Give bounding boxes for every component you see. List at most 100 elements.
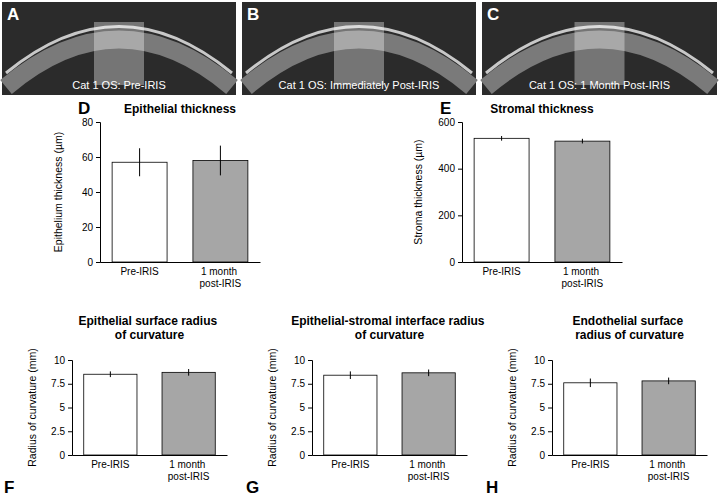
y-tick-label: 0 — [539, 450, 545, 461]
y-tick-mark — [68, 408, 72, 409]
y-axis-title: Radius of curvature (mm) — [506, 348, 518, 466]
y-tick-mark — [548, 455, 552, 456]
x-axis-line — [313, 455, 468, 456]
error-bar — [668, 378, 669, 385]
bar — [84, 374, 137, 455]
y-tick: 400 — [438, 163, 462, 174]
panel-label: F — [4, 478, 14, 497]
y-tick: 0 — [87, 257, 100, 268]
y-axis: 0 2.5 5 7.5 10 — [291, 355, 312, 461]
image-panel: BCat 1 OS: Immediately Post-IRIS — [242, 2, 476, 95]
y-axis-line — [458, 123, 463, 263]
y-tick-label: 0 — [299, 450, 305, 461]
y-tick-label: 200 — [438, 210, 455, 221]
error-bar — [501, 136, 502, 141]
y-tick-label: 7.5 — [291, 378, 305, 389]
panel-label: C — [487, 5, 499, 24]
y-tick-label: 600 — [438, 117, 455, 128]
y-axis: 0 200 400 600 — [438, 117, 462, 268]
bar — [564, 383, 617, 455]
y-tick: 0 — [539, 450, 552, 461]
y-tick: 7.5 — [291, 378, 312, 389]
y-tick: 10 — [54, 355, 72, 366]
x-tick-label: 1 month post-IRIS — [168, 459, 210, 482]
x-axis — [553, 455, 708, 456]
y-tick-label: 5 — [59, 402, 65, 413]
y-tick-label: 40 — [82, 187, 94, 198]
y-tick-mark — [308, 455, 312, 456]
x-tick-label: 1 month post-IRIS — [562, 266, 604, 289]
y-tick-label: 2.5 — [291, 426, 305, 437]
plot-area — [324, 370, 456, 456]
y-tick-label: 2.5 — [51, 426, 65, 437]
y-axis-title: Radius of curvature (mm) — [26, 348, 38, 466]
x-axis — [101, 262, 261, 263]
plot-area — [474, 136, 610, 262]
chart: 0 2.5 5 7.5 10 Pre-IRIS 1 month post-IRIS Endot… — [486, 314, 708, 497]
y-tick-mark — [68, 431, 72, 432]
plot-area — [112, 146, 248, 262]
y-tick-label: 80 — [82, 117, 94, 128]
y-axis-line — [96, 123, 101, 263]
y-tick: 600 — [438, 117, 462, 128]
y-axis-line — [68, 361, 73, 456]
x-axis — [73, 455, 228, 456]
x-tick-label: 1 month post-IRIS — [408, 459, 450, 482]
y-tick: 20 — [82, 222, 100, 233]
image-caption: Cat 1 OS: Pre-IRIS — [72, 79, 166, 91]
y-tick-mark — [308, 431, 312, 432]
bar — [162, 372, 215, 455]
chart: 02.557.510Pre-IRIS1 month post-IRISEpith… — [4, 314, 228, 497]
y-tick-label: 20 — [82, 222, 94, 233]
y-tick: 10 — [294, 355, 312, 366]
y-tick-label: 5 — [539, 402, 545, 413]
x-axis-line — [553, 455, 708, 456]
chart-title: Endothelial surface radius of curvature — [572, 314, 686, 342]
y-axis-title: Epithelium thickness (µm) — [52, 132, 64, 252]
y-tick: 10 — [534, 355, 552, 366]
bar — [555, 141, 610, 262]
chart-title: Epithelial surface radius of curvature — [78, 314, 220, 342]
plot-area — [564, 378, 696, 455]
y-tick-mark — [458, 122, 462, 123]
x-tick-label: Pre-IRIS — [91, 459, 130, 470]
y-tick-label: 7.5 — [51, 378, 65, 389]
x-axis-line — [73, 455, 228, 456]
plot-area — [84, 369, 216, 455]
y-tick: 7.5 — [531, 378, 552, 389]
y-tick-label: 0 — [449, 257, 455, 268]
y-tick-mark — [68, 360, 72, 361]
y-tick: 2.5 — [51, 426, 72, 437]
chart-title: Stromal thickness — [490, 102, 594, 116]
y-tick: 60 — [82, 152, 100, 163]
y-tick: 2.5 — [531, 426, 552, 437]
chart: 020406080Pre-IRIS1 month post-IRISEpithe… — [52, 99, 261, 289]
y-tick: 0 — [299, 450, 312, 461]
y-tick-mark — [458, 215, 462, 216]
image-panel: CCat 1 OS: 1 Month Post-IRIS — [482, 2, 717, 95]
figure: ACat 1 OS: Pre-IRISBCat 1 OS: Immediatel… — [0, 0, 719, 498]
image-background — [242, 2, 476, 95]
y-tick-label: 10 — [294, 355, 306, 366]
y-tick-label: 5 — [299, 402, 305, 413]
central-reflex — [334, 22, 384, 85]
x-tick-label: Pre-IRIS — [331, 459, 370, 470]
image-background — [2, 2, 236, 95]
bar — [324, 375, 377, 455]
image-background — [482, 2, 717, 95]
y-axis-line — [308, 361, 313, 456]
image-caption: Cat 1 OS: Immediately Post-IRIS — [279, 79, 440, 91]
y-tick: 2.5 — [291, 426, 312, 437]
y-tick-mark — [458, 169, 462, 170]
y-tick-mark — [68, 384, 72, 385]
y-axis: 0 20 40 60 80 — [82, 117, 101, 268]
x-tick-label: Pre-IRIS — [571, 459, 610, 470]
panel-label: H — [486, 478, 498, 497]
x-tick-label: 1 month post-IRIS — [648, 459, 690, 482]
y-tick-label: 60 — [82, 152, 94, 163]
y-tick-mark — [548, 431, 552, 432]
y-tick: 5 — [539, 402, 552, 413]
y-tick-mark — [68, 455, 72, 456]
error-bar — [582, 139, 583, 144]
chart: 0200400600Pre-IRIS1 month post-IRISStrom… — [412, 99, 623, 289]
